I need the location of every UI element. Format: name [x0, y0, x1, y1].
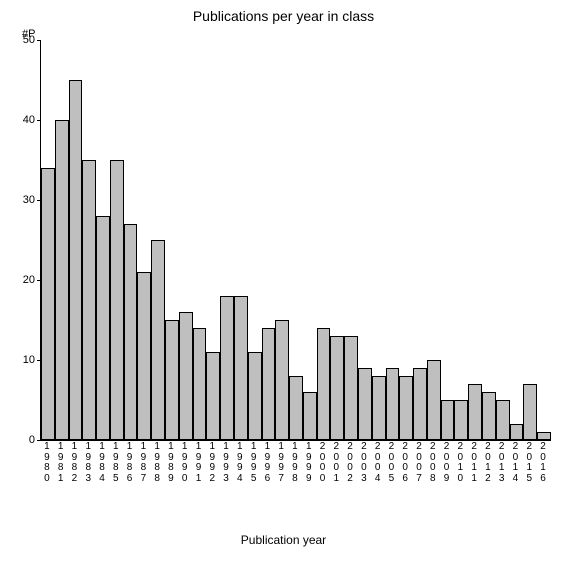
x-tick-label: 1 9 8 1: [54, 442, 68, 484]
bar: [96, 216, 110, 440]
bar: [468, 384, 482, 440]
bar: [523, 384, 537, 440]
bar: [179, 312, 193, 440]
x-tick-label: 1 9 9 5: [247, 442, 261, 484]
x-tick-label: 1 9 8 4: [95, 442, 109, 484]
plot-area: 01020304050: [40, 40, 551, 441]
x-tick-label: 1 9 9 3: [219, 442, 233, 484]
bar: [124, 224, 138, 440]
chart-title: Publications per year in class: [0, 8, 567, 24]
x-tick-label: 2 0 1 6: [536, 442, 550, 484]
x-tick-label: 1 9 9 6: [261, 442, 275, 484]
y-tick-label: 10: [5, 354, 41, 366]
x-tick-label: 2 0 0 3: [357, 442, 371, 484]
bar: [427, 360, 441, 440]
bar: [82, 160, 96, 440]
bar: [110, 160, 124, 440]
bar: [496, 400, 510, 440]
x-axis-title: Publication year: [0, 533, 567, 547]
x-tick-label: 2 0 1 0: [453, 442, 467, 484]
x-tick-label: 1 9 9 9: [302, 442, 316, 484]
bars-group: [41, 40, 551, 440]
bar: [248, 352, 262, 440]
bar: [220, 296, 234, 440]
bar: [317, 328, 331, 440]
y-tick-label: 20: [5, 274, 41, 286]
x-tick-label: 1 9 8 7: [136, 442, 150, 484]
x-tick-label: 1 9 8 5: [109, 442, 123, 484]
bar: [206, 352, 220, 440]
x-tick-label: 2 0 0 0: [316, 442, 330, 484]
x-tick-label: 1 9 8 2: [68, 442, 82, 484]
chart-container: Publications per year in class #P 010203…: [0, 0, 567, 567]
x-tick-label: 2 0 0 4: [371, 442, 385, 484]
x-tick-label: 2 0 0 8: [426, 442, 440, 484]
x-tick-label: 1 9 8 9: [164, 442, 178, 484]
bar: [399, 376, 413, 440]
x-labels-group: 1 9 8 01 9 8 11 9 8 21 9 8 31 9 8 41 9 8…: [40, 442, 550, 484]
x-tick-label: 2 0 1 3: [495, 442, 509, 484]
bar: [413, 368, 427, 440]
x-tick-label: 2 0 0 6: [398, 442, 412, 484]
x-tick-label: 1 9 9 7: [274, 442, 288, 484]
bar: [151, 240, 165, 440]
bar: [441, 400, 455, 440]
y-tick-label: 40: [5, 114, 41, 126]
bar: [358, 368, 372, 440]
bar: [510, 424, 524, 440]
bar: [275, 320, 289, 440]
bar: [137, 272, 151, 440]
bar: [165, 320, 179, 440]
bar: [193, 328, 207, 440]
x-tick-label: 2 0 1 1: [467, 442, 481, 484]
x-tick-label: 1 9 9 2: [205, 442, 219, 484]
x-tick-label: 2 0 1 5: [522, 442, 536, 484]
bar: [344, 336, 358, 440]
x-tick-label: 2 0 0 7: [412, 442, 426, 484]
bar: [330, 336, 344, 440]
y-tick-mark: [37, 440, 41, 441]
y-tick-label: 0: [5, 434, 41, 446]
x-tick-label: 2 0 0 5: [385, 442, 399, 484]
x-tick-label: 1 9 8 8: [150, 442, 164, 484]
x-tick-label: 1 9 9 0: [178, 442, 192, 484]
bar: [69, 80, 83, 440]
x-tick-label: 1 9 8 3: [81, 442, 95, 484]
y-tick-label: 30: [5, 194, 41, 206]
x-tick-label: 2 0 1 4: [509, 442, 523, 484]
x-tick-label: 2 0 0 9: [440, 442, 454, 484]
x-tick-label: 2 0 0 1: [329, 442, 343, 484]
bar: [537, 432, 551, 440]
bar: [262, 328, 276, 440]
x-tick-label: 1 9 9 1: [192, 442, 206, 484]
y-tick-label: 50: [5, 34, 41, 46]
bar: [234, 296, 248, 440]
bar: [289, 376, 303, 440]
x-tick-label: 2 0 1 2: [481, 442, 495, 484]
x-tick-label: 1 9 9 8: [288, 442, 302, 484]
x-tick-label: 1 9 9 4: [233, 442, 247, 484]
bar: [482, 392, 496, 440]
bar: [372, 376, 386, 440]
x-tick-label: 1 9 8 0: [40, 442, 54, 484]
x-tick-label: 1 9 8 6: [123, 442, 137, 484]
bar: [55, 120, 69, 440]
bar: [41, 168, 55, 440]
bar: [386, 368, 400, 440]
bar: [303, 392, 317, 440]
bar: [454, 400, 468, 440]
x-tick-label: 2 0 0 2: [343, 442, 357, 484]
